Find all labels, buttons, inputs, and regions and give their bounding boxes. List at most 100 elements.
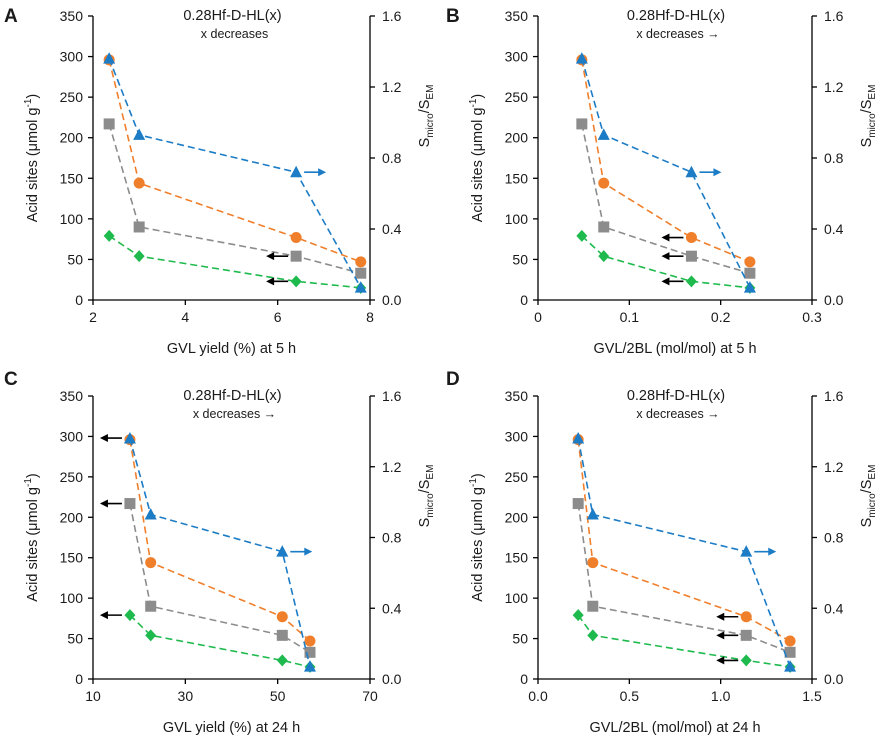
x-tick-label: 0.5 <box>620 688 640 704</box>
y-tick-label: 350 <box>60 8 84 24</box>
panel-A: A 0 50 100 150 200 250 300 350 0.0 0.4 0.8 1.2 1.6 2 4 6… <box>4 6 436 357</box>
y-tick-label: 200 <box>60 509 84 525</box>
y2-tick-label: 0.4 <box>382 600 402 616</box>
arrow-head <box>99 499 108 508</box>
x-tick-label: 70 <box>362 688 378 704</box>
axis-arrow <box>290 547 313 556</box>
y-tick-label: 300 <box>505 428 529 444</box>
y-tick-label: 250 <box>505 469 529 485</box>
data-point-blue <box>133 128 146 140</box>
axis-arrow <box>304 168 327 177</box>
data-point-gray <box>744 267 756 279</box>
data-point-gray <box>576 118 588 130</box>
data-point-green <box>133 250 145 263</box>
axis-arrow <box>661 252 684 261</box>
chart-subtitle: x decreases <box>201 27 268 41</box>
axis-arrow <box>661 277 684 286</box>
data-point-green <box>598 250 610 263</box>
data-point-gray <box>355 267 367 279</box>
y2-tick-label: 0.8 <box>382 150 402 166</box>
x-tick-label: 6 <box>274 309 282 325</box>
data-point-gray <box>276 629 288 641</box>
axis-arrow <box>754 547 777 556</box>
arrow-head <box>716 612 725 621</box>
y-tick-label: 250 <box>60 89 84 105</box>
x-tick-label: 2 <box>89 309 97 325</box>
y2-tick-label: 1.2 <box>824 459 844 475</box>
data-point-orange <box>744 256 756 268</box>
data-point-green <box>572 609 584 622</box>
axis-arrow <box>266 277 289 286</box>
data-point-blue <box>303 660 316 672</box>
y-tick-label: 200 <box>505 509 529 525</box>
data-point-green <box>576 229 588 242</box>
data-point-orange <box>276 611 288 623</box>
data-point-green <box>740 654 752 667</box>
data-point-green <box>103 229 115 242</box>
y2-tick-label: 0.4 <box>824 600 844 616</box>
y2-tick-label: 0.0 <box>824 292 844 308</box>
panel-D: D 0 50 100 150 200 250 300 350 0.0 0.4 0.8 1.2 1.6 0.0… <box>446 369 878 736</box>
y-tick-label: 150 <box>60 550 84 566</box>
chart-title: 0.28Hf-D-HL(x) <box>627 8 725 24</box>
series-line-orange <box>577 439 791 642</box>
y2-axis-label: Smicro/SEM <box>417 85 436 148</box>
data-point-orange <box>685 232 697 244</box>
y-tick-label: 150 <box>60 170 84 186</box>
y2-axis-label: Smicro/SEM <box>417 465 436 528</box>
y2-tick-label: 1.2 <box>824 79 844 95</box>
arrow-head <box>318 168 327 177</box>
y2-tick-label: 0.4 <box>382 221 402 237</box>
y-tick-label: 250 <box>505 89 529 105</box>
y2-tick-label: 1.6 <box>382 8 402 24</box>
y-tick-label: 50 <box>67 251 83 267</box>
y2-tick-label: 0.8 <box>824 150 844 166</box>
y-axis-label: Acid sites (μmol g-1) <box>468 94 486 222</box>
series-line-blue <box>581 58 751 288</box>
y-tick-label: 150 <box>505 550 529 566</box>
axis-arrow <box>699 168 722 177</box>
x-tick-label: 0.1 <box>620 309 640 325</box>
x-tick-label: 1.5 <box>802 688 822 704</box>
data-point-blue <box>740 545 753 557</box>
y-tick-label: 100 <box>60 211 84 227</box>
y2-tick-label: 0.0 <box>824 671 844 687</box>
data-point-blue <box>354 281 367 293</box>
y-tick-label: 100 <box>60 590 84 606</box>
data-point-blue <box>103 52 116 64</box>
y-axis-label: Acid sites (μmol g-1) <box>23 473 41 601</box>
arrow-head <box>716 656 725 665</box>
series-line-green <box>581 235 750 289</box>
arrow-head <box>266 252 275 261</box>
data-point-orange <box>598 177 610 189</box>
y2-tick-label: 1.6 <box>824 8 844 24</box>
arrow-head <box>716 631 725 640</box>
chart-title: 0.28Hf-D-HL(x) <box>627 388 725 404</box>
chart-title: 0.28Hf-D-HL(x) <box>183 388 281 404</box>
data-point-gray <box>784 646 796 658</box>
series-line-blue <box>129 438 311 667</box>
y-tick-label: 0 <box>75 292 83 308</box>
data-point-blue <box>586 508 599 520</box>
series-line-blue <box>108 58 362 288</box>
y-tick-label: 50 <box>512 631 528 647</box>
arrow-head <box>99 434 108 443</box>
y-tick-label: 350 <box>60 388 84 404</box>
x-tick-label: 4 <box>181 309 189 325</box>
series-line-gray <box>577 503 791 654</box>
y-tick-label: 300 <box>60 49 84 65</box>
data-point-blue <box>572 431 585 444</box>
y-tick-label: 100 <box>505 590 529 606</box>
data-point-gray <box>304 646 316 658</box>
x-axis-label: GVL yield (%) at 24 h <box>163 720 300 736</box>
axis-arrow <box>99 611 122 620</box>
y-tick-label: 0 <box>520 671 528 687</box>
data-point-gray <box>587 600 599 612</box>
series-line-orange <box>129 439 311 642</box>
data-point-orange <box>145 557 157 569</box>
data-point-gray <box>133 221 145 233</box>
y2-axis-label: Smicro/SEM <box>859 465 878 528</box>
data-point-gray <box>598 221 610 233</box>
data-point-gray <box>103 118 115 130</box>
